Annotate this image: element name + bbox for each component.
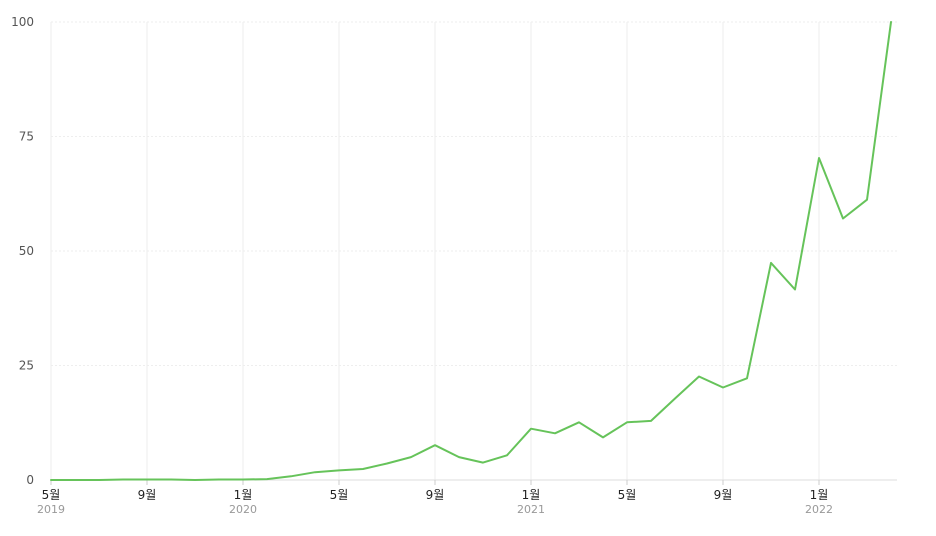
x-tick-year-label: 2021 [517, 503, 545, 516]
series-layer [50, 21, 892, 481]
x-tick-year-label: 2020 [229, 503, 257, 516]
x-tick-label: 1월 [522, 488, 541, 502]
x-tick-label: 5월 [42, 488, 61, 502]
x-tick-year-label: 2022 [805, 503, 833, 516]
y-tick-label: 25 [19, 359, 34, 373]
x-tick-label: 5월 [618, 488, 637, 502]
x-tick-label: 5월 [330, 488, 349, 502]
y-tick-label: 50 [19, 244, 34, 258]
x-tick-label: 1월 [234, 488, 253, 502]
y-tick-label: 75 [19, 130, 34, 144]
series-line [50, 21, 892, 481]
x-tick-label: 1월 [810, 488, 829, 502]
x-tick-year-label: 2019 [37, 503, 65, 516]
y-tick-label: 0 [26, 473, 34, 487]
grid [50, 21, 897, 480]
x-tick-label: 9월 [138, 488, 157, 502]
x-tick-label: 9월 [714, 488, 733, 502]
x-tick-label: 9월 [426, 488, 445, 502]
y-tick-label: 100 [11, 15, 34, 29]
